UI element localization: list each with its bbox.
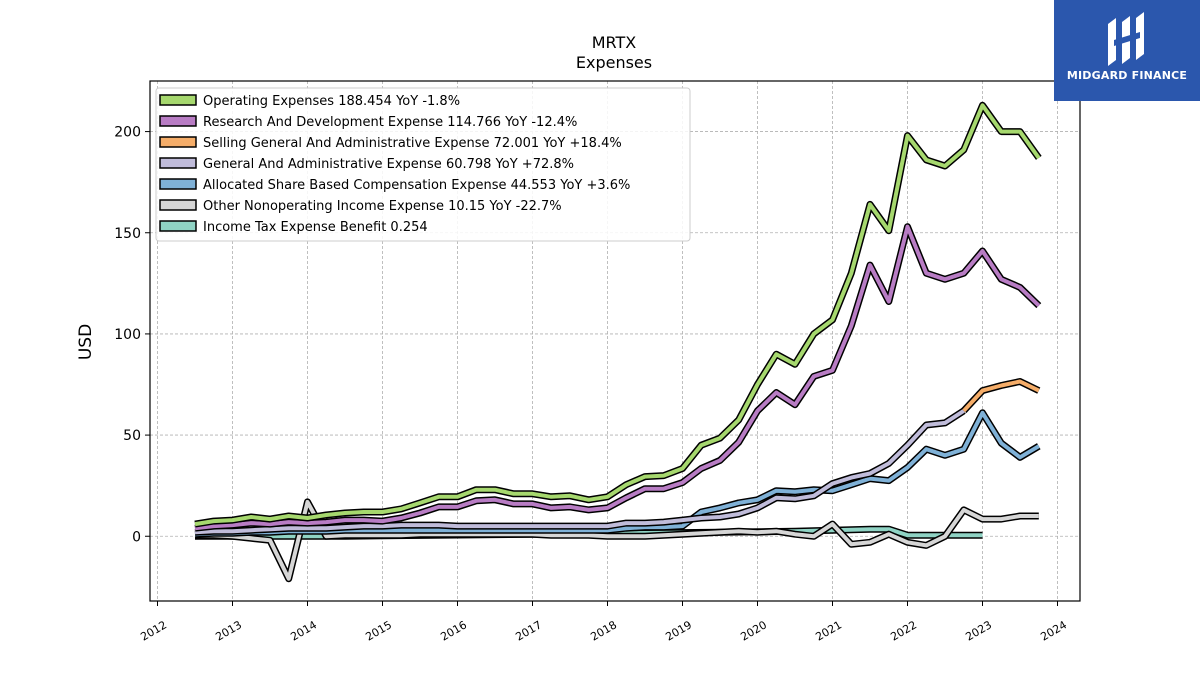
x-tick-label: 2021 <box>813 618 844 643</box>
x-tick-label: 2014 <box>288 618 319 643</box>
x-tick-label: 2013 <box>213 618 244 643</box>
series-line <box>194 103 1041 527</box>
x-tick-label: 2019 <box>663 618 694 643</box>
y-tick-label: 150 <box>114 226 141 242</box>
y-tick-label: 50 <box>123 428 141 444</box>
legend-label: Selling General And Administrative Expen… <box>203 136 622 151</box>
series-outline <box>194 223 1042 532</box>
legend-swatch <box>159 178 197 190</box>
x-tick-label: 2017 <box>513 618 544 643</box>
series-line <box>194 409 965 535</box>
y-axis-label: USD <box>76 324 96 360</box>
x-tick-label: 2016 <box>438 618 469 643</box>
x-tick-label: 2023 <box>963 618 994 643</box>
plot-frame <box>149 80 1081 602</box>
x-tick-label: 2024 <box>1038 618 1069 643</box>
legend-label: Income Tax Expense Benefit 0.254 <box>203 220 428 235</box>
chart-title: MRTX <box>592 33 637 52</box>
legend-swatch <box>159 199 197 211</box>
x-tick-label: 2015 <box>363 618 394 643</box>
legend-label: Operating Expenses 188.454 YoY -1.8% <box>203 94 460 109</box>
legend-swatch <box>159 136 197 148</box>
x-tick-label: 2012 <box>138 618 169 643</box>
legend-swatch <box>159 157 197 169</box>
x-tick-label: 2020 <box>738 618 769 643</box>
midgard-finance-logo: MIDGARD FINANCE <box>1054 0 1200 101</box>
y-tick-label: 200 <box>114 125 141 141</box>
legend-label: Other Nonoperating Income Expense 10.15 … <box>203 199 562 214</box>
y-tick-label: 100 <box>114 327 141 343</box>
series-line <box>962 379 1040 413</box>
legend-swatch <box>159 115 197 127</box>
legend-label: Allocated Share Based Compensation Expen… <box>203 178 630 193</box>
series-layer <box>194 101 1042 583</box>
midgard-logo-icon <box>1108 12 1144 66</box>
legend-swatch <box>159 220 197 232</box>
legend-label: Research And Development Expense 114.766… <box>203 115 577 130</box>
legend-box <box>155 87 691 242</box>
series-line <box>195 499 1039 581</box>
y-tick-label: 0 <box>132 529 141 545</box>
legend-label: General And Administrative Expense 60.79… <box>203 157 574 172</box>
chart-subtitle: Expenses <box>576 53 652 72</box>
legend: Operating Expenses 188.454 YoY -1.8% Rese… <box>155 87 691 242</box>
series-line <box>194 224 1041 531</box>
legend-swatch <box>159 94 197 106</box>
x-tick-label: 2018 <box>588 618 619 643</box>
brand-name: MIDGARD FINANCE <box>1066 69 1188 82</box>
x-tick-label: 2022 <box>888 618 919 643</box>
